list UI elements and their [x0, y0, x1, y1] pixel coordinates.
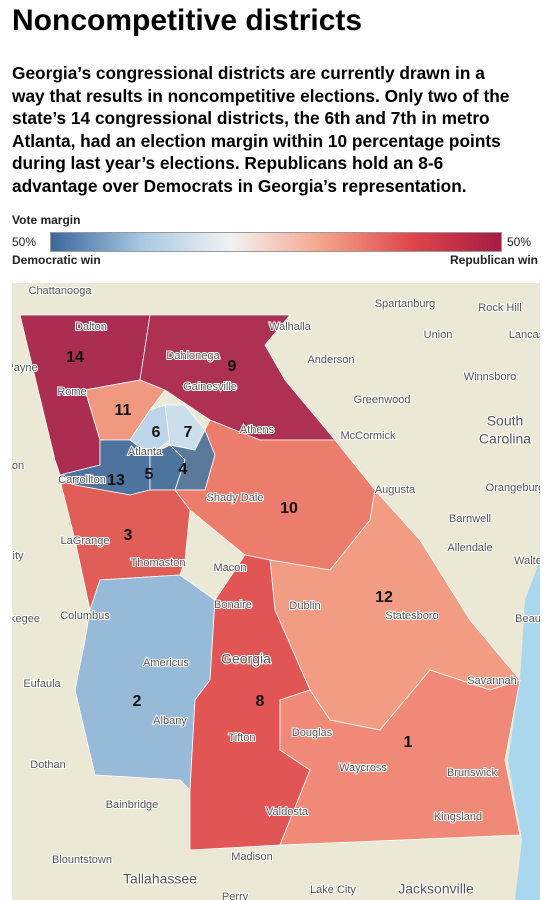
place-label: Winnsboro — [464, 371, 517, 383]
district-label: 13 — [107, 472, 125, 489]
district — [59, 479, 191, 612]
place-label: Brunswick — [447, 767, 498, 779]
place-label: Beau — [515, 613, 541, 625]
place-label: Blountstown — [52, 854, 112, 866]
place-label: Madison — [231, 851, 273, 863]
place-label: Rome — [57, 386, 86, 398]
place-label: Union — [424, 329, 453, 341]
place-label: McCormick — [341, 430, 396, 442]
subtitle: Georgia’s congressional districts are cu… — [12, 62, 509, 198]
place-label: Douglas — [292, 727, 333, 739]
place-label: Allendale — [447, 542, 492, 554]
place-label: Lancast — [509, 329, 548, 341]
place-label: Payne — [6, 362, 37, 374]
place-label: Orangeburg — [486, 482, 545, 494]
place-label: Kingsland — [434, 811, 482, 823]
subtitle-line: advantage over Democrats in Georgia’s re… — [12, 175, 467, 196]
legend-right-label: Republican win — [449, 253, 538, 267]
place-label: Americus — [143, 657, 189, 669]
district-label: 10 — [280, 500, 298, 517]
place-label: Chattanooga — [29, 285, 93, 297]
place-label: Spartanburg — [375, 298, 436, 310]
place-label: Tallahassee — [123, 871, 197, 887]
subtitle-line: Atlanta, had an election margin within 1… — [12, 130, 501, 151]
place-label: Walhalla — [269, 321, 312, 333]
place-label: South — [487, 413, 524, 429]
district-label: 1 — [404, 734, 413, 751]
place-label: kegee — [10, 613, 40, 625]
place-label: Statesboro — [385, 610, 438, 622]
place-label: Dothan — [30, 759, 65, 771]
ocean — [508, 560, 540, 900]
legend-left-label: Democratic win — [12, 253, 101, 267]
place-label: Dalton — [75, 321, 107, 333]
district-label: 5 — [145, 466, 154, 483]
subtitle-line: Georgia’s congressional districts are cu… — [12, 63, 485, 83]
district-label: 14 — [66, 349, 84, 366]
map: Chattanooga Dalton Walhalla Spartanburg Rock… — [6, 283, 548, 900]
place-label: Barnwell — [449, 513, 491, 525]
place-label: on — [12, 460, 24, 472]
place-label: Greenwood — [354, 394, 411, 406]
legend-gradient — [50, 232, 502, 252]
place-label: Athens — [240, 424, 275, 436]
place-label: Bonaire — [214, 599, 252, 611]
subtitle-line: during last year’s elections. Republican… — [12, 153, 444, 174]
legend-right-value: 50% — [507, 235, 532, 249]
place-label: Dublin — [289, 600, 320, 612]
place-label: Georgia — [221, 651, 271, 667]
legend-title: Vote margin — [12, 213, 81, 227]
place-label: Thomaston — [130, 557, 185, 569]
place-label: Eufaula — [23, 678, 61, 690]
place-label: Valdosta — [266, 806, 309, 818]
district-label: 12 — [375, 589, 393, 606]
place-label: Perry — [222, 891, 249, 900]
place-label: Gainesville — [183, 381, 237, 393]
district-label: 9 — [228, 358, 237, 375]
place-label: Anderson — [307, 354, 354, 366]
district-label: 6 — [152, 424, 161, 441]
place-label: Atlanta — [128, 446, 163, 458]
place-label: Macon — [213, 562, 246, 574]
place-label: Carrollton — [58, 474, 106, 486]
district-label: 3 — [124, 527, 133, 544]
district-label: 2 — [133, 693, 142, 710]
place-label: Dahlonega — [166, 350, 220, 362]
place-label: Augusta — [375, 484, 416, 496]
subtitle-line: way that results in noncompetitive elect… — [12, 85, 510, 106]
place-label: Tifton — [228, 732, 255, 744]
district — [279, 669, 521, 846]
place-label: Walte — [514, 555, 542, 567]
subtitle-line: state’s 14 congressional districts, the … — [12, 108, 490, 129]
place-label: Bainbridge — [106, 799, 159, 811]
district-label: 7 — [184, 424, 193, 441]
place-label: Waycross — [339, 762, 387, 774]
place-label: LaGrange — [61, 535, 110, 547]
district-label: 8 — [256, 693, 265, 710]
title: Noncompetitive districts — [12, 4, 363, 37]
place-label: ity — [13, 550, 25, 562]
place-label: Shady Dale — [207, 492, 264, 504]
district-label: 11 — [115, 402, 132, 419]
place-label: Columbus — [60, 610, 110, 622]
place-label: Lake City — [310, 884, 356, 896]
place-label: Savannah — [467, 675, 517, 687]
place-label: Rock Hill — [478, 302, 521, 314]
place-label: Jacksonville — [398, 881, 474, 897]
district-label: 4 — [179, 461, 188, 478]
legend-left-value: 50% — [12, 235, 37, 249]
place-label: Carolina — [479, 431, 531, 447]
place-label: Albany — [153, 715, 187, 727]
